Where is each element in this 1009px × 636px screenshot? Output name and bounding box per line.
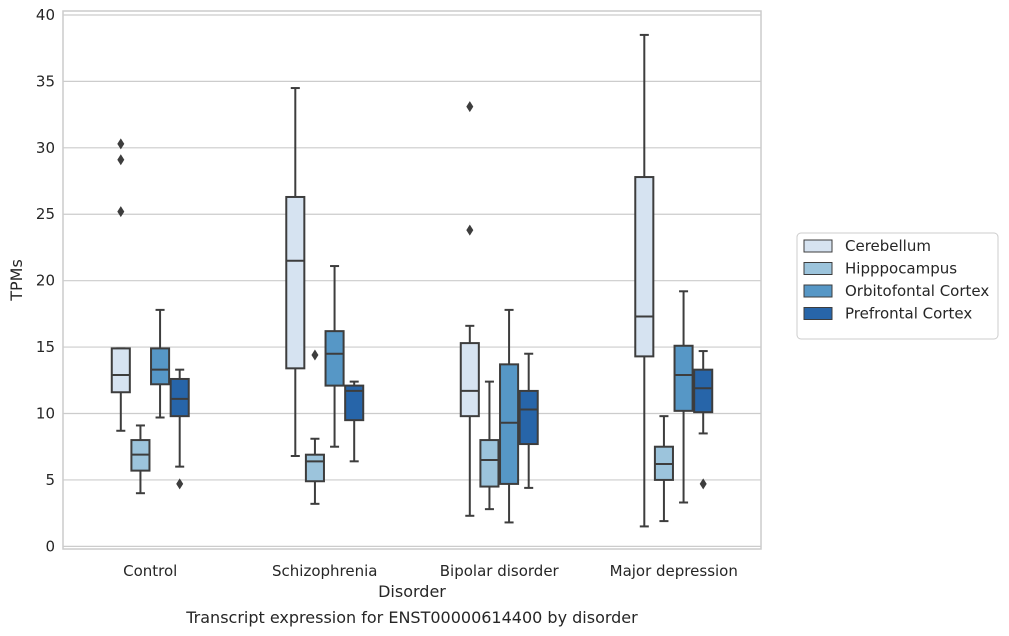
x-tick-label: Schizophrenia bbox=[272, 562, 377, 580]
box-group bbox=[518, 352, 539, 489]
plot-frame bbox=[62, 10, 762, 550]
legend-label: Hipppocampus bbox=[845, 260, 957, 278]
outlier-point bbox=[117, 138, 125, 150]
box-group bbox=[169, 368, 190, 490]
x-tick-label: Major depression bbox=[610, 562, 738, 580]
legend-swatch bbox=[803, 262, 833, 275]
box bbox=[634, 176, 655, 358]
legend-label: Cerebellum bbox=[845, 237, 931, 255]
y-tick-label: 20 bbox=[36, 272, 55, 290]
box-group bbox=[324, 265, 345, 448]
y-tick-label: 5 bbox=[45, 471, 55, 489]
legend-label: Prefrontal Cortex bbox=[845, 305, 972, 323]
box bbox=[324, 330, 345, 387]
box bbox=[479, 439, 500, 488]
box bbox=[304, 453, 325, 483]
box bbox=[459, 342, 480, 418]
x-tick-label: Control bbox=[123, 562, 177, 580]
box bbox=[169, 377, 190, 418]
legend-swatch bbox=[803, 284, 833, 298]
box-group bbox=[673, 290, 694, 504]
legend-label: Orbitofontal Cortex bbox=[845, 282, 989, 300]
outlier-point bbox=[176, 478, 184, 490]
box-group bbox=[150, 308, 171, 419]
box-group bbox=[344, 380, 365, 463]
y-tick-label: 10 bbox=[36, 405, 55, 423]
y-tick-label: 15 bbox=[36, 338, 55, 356]
y-tick-label: 30 bbox=[36, 139, 55, 157]
chart-caption: Transcript expression for ENST0000061440… bbox=[185, 608, 638, 627]
x-tick-labels: Control Schizophrenia Bipolar disorder Majo… bbox=[123, 562, 738, 580]
box bbox=[110, 347, 131, 394]
box-group bbox=[304, 349, 325, 505]
box bbox=[693, 368, 714, 414]
legend-frame bbox=[796, 232, 999, 340]
box-group bbox=[285, 87, 306, 458]
box-group bbox=[634, 33, 655, 528]
y-tick-label: 0 bbox=[45, 537, 55, 555]
box-group bbox=[653, 415, 674, 523]
x-tick-label: Bipolar disorder bbox=[440, 562, 560, 580]
outlier-point bbox=[466, 224, 474, 236]
outlier-point bbox=[699, 478, 707, 490]
box bbox=[285, 195, 306, 370]
box bbox=[344, 384, 365, 422]
outlier-point bbox=[117, 154, 125, 166]
outlier-point bbox=[117, 206, 125, 218]
box bbox=[499, 363, 520, 485]
box bbox=[518, 389, 539, 446]
box bbox=[150, 347, 171, 386]
box-group bbox=[459, 101, 480, 517]
outlier-point bbox=[311, 349, 319, 361]
y-tick-labels: 0 5 10 15 20 25 30 35 40 bbox=[36, 6, 55, 555]
y-tick-label: 25 bbox=[36, 205, 55, 223]
y-tick-label: 40 bbox=[36, 6, 55, 24]
y-tick-label: 35 bbox=[36, 72, 55, 90]
y-axis-title: TPMs bbox=[7, 259, 26, 302]
legend-swatch bbox=[803, 239, 833, 253]
outlier-point bbox=[466, 101, 474, 113]
box-group bbox=[130, 424, 151, 495]
box-group bbox=[499, 308, 520, 524]
box bbox=[673, 344, 694, 412]
box-group bbox=[479, 380, 500, 511]
x-axis-title: Disorder bbox=[378, 582, 446, 601]
box-plots bbox=[110, 33, 714, 528]
legend-swatch bbox=[803, 307, 833, 320]
legend: Cerebellum Hipppocampus Orbitofontal Corte… bbox=[796, 232, 999, 340]
box-group bbox=[693, 350, 714, 490]
box-group bbox=[110, 138, 131, 432]
